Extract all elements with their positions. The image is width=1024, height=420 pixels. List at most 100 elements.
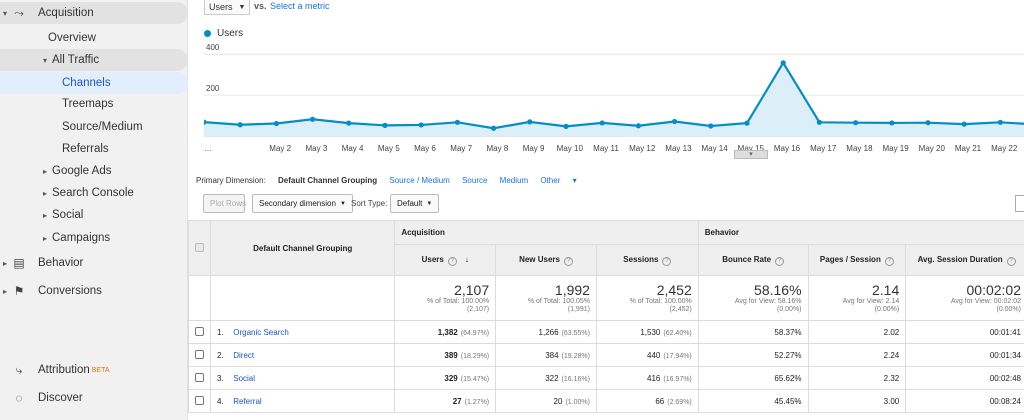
row-checkbox[interactable] xyxy=(195,326,204,336)
row-checkbox[interactable] xyxy=(195,372,204,382)
x-tick-label: May 4 xyxy=(342,144,364,153)
sidebar-item-label: Behavior xyxy=(38,257,84,269)
metric-select[interactable]: Users ▼ xyxy=(204,0,250,15)
sort-type-select[interactable]: Default ▼ xyxy=(390,194,440,213)
bounce-rate-cell: 58.37% xyxy=(697,320,809,344)
col-header-pages-session[interactable]: Pages / Session? xyxy=(807,244,907,276)
col-header-users[interactable]: Users? ↓ xyxy=(394,244,497,276)
col-header-bounce-rate[interactable]: Bounce Rate? xyxy=(697,244,809,276)
data-point xyxy=(708,123,714,129)
users-cell: 1,382 (64.97%) xyxy=(394,320,497,344)
sidebar-item-overview[interactable]: Overview xyxy=(0,27,188,49)
series-area xyxy=(204,62,1024,136)
avg-duration-cell: 00:01:41 xyxy=(905,320,1024,344)
dimension-option-source[interactable]: Source xyxy=(462,176,488,185)
data-point xyxy=(997,119,1004,125)
total-value: 2.14 xyxy=(871,282,900,298)
col-header-new-users[interactable]: New Users? xyxy=(495,244,597,276)
other-label: Other xyxy=(540,176,561,185)
total-sub: (0.00%) xyxy=(996,306,1021,313)
sidebar-item-referrals[interactable]: Referrals xyxy=(0,138,188,160)
users-cell: 389 (18.29%) xyxy=(394,343,497,367)
chart-resize-handle[interactable]: ▾ xyxy=(734,150,768,159)
select-metric-link[interactable]: Select a metric xyxy=(270,1,330,11)
x-tick-label: May 7 xyxy=(450,144,472,153)
secondary-dimension-select[interactable]: Secondary dimension ▼ xyxy=(252,194,353,213)
pages-session-cell: 2.32 xyxy=(807,366,907,390)
row-checkbox[interactable] xyxy=(195,395,204,405)
search-box-edge[interactable] xyxy=(1015,195,1024,212)
channel-link[interactable]: Social xyxy=(233,373,256,383)
table-row: 1. Organic Search 1,382 (64.97%) 1,266 (63… xyxy=(188,320,1024,344)
sidebar-item-source-medium[interactable]: Source/Medium xyxy=(0,116,188,138)
help-icon[interactable]: ? xyxy=(447,256,457,266)
sidebar-item-discover[interactable]: ◌ Discover xyxy=(0,387,188,409)
table-row: 3. Social 329 (15.47%) 322 (16.16%) 416 (16… xyxy=(188,366,1024,390)
primary-dimension-label: Primary Dimension: xyxy=(196,176,266,185)
x-tick-label: May 22 xyxy=(991,144,1018,153)
sort-down-arrow-icon[interactable]: ↓ xyxy=(464,254,469,264)
x-tick-label: May 9 xyxy=(523,144,545,153)
help-icon[interactable]: ? xyxy=(884,256,894,266)
help-icon[interactable]: ? xyxy=(1006,256,1016,266)
sessions-pct: (16.97%) xyxy=(663,375,692,383)
total-bounce-rate: 58.16% Avg for View: 58.16% (0.00%) xyxy=(697,275,809,321)
sidebar-item-label: All Traffic xyxy=(52,54,100,66)
sidebar-item-behavior[interactable]: ▸ ▤ Behavior xyxy=(0,252,188,274)
sidebar-item-social[interactable]: ▸ Social xyxy=(0,204,188,226)
bounce-rate-cell: 65.62% xyxy=(697,366,809,390)
row-checkbox[interactable] xyxy=(195,349,204,359)
y-tick-label: 400 xyxy=(206,44,220,52)
avg-duration-cell: 00:08:24 xyxy=(905,389,1024,413)
sidebar-item-search-console[interactable]: ▸ Search Console xyxy=(0,182,188,204)
sidebar-item-label: Source/Medium xyxy=(62,121,143,133)
sidebar-item-acquisition[interactable]: ▾ ⤳ Acquisition xyxy=(0,2,188,24)
col-header-avg-session-duration[interactable]: Avg. Session Duration? xyxy=(905,244,1024,276)
sidebar-item-google-ads[interactable]: ▸ Google Ads xyxy=(0,160,188,182)
dimension-header[interactable]: Default Channel Grouping xyxy=(209,220,396,276)
sidebar-item-all-traffic[interactable]: ▾ All Traffic xyxy=(0,49,188,71)
plot-rows-button[interactable]: Plot Rows xyxy=(203,194,246,213)
data-point xyxy=(346,120,352,126)
dimension-option-medium[interactable]: Medium xyxy=(499,176,529,185)
channel-link[interactable]: Organic Search xyxy=(233,327,289,337)
new-users-cell: 20 (1.00%) xyxy=(495,389,597,413)
acquisition-group-header: Acquisition xyxy=(394,220,699,245)
sessions-cell: 1,530 (62.40%) xyxy=(595,320,699,344)
dimension-option-source-medium[interactable]: Source / Medium xyxy=(389,176,450,185)
total-sessions: 2,452 % of Total: 100.00% (2,452) xyxy=(595,275,699,321)
metric-select-value: Users xyxy=(209,2,233,12)
channel-link[interactable]: Referral xyxy=(233,396,262,406)
total-value: 00:02:02 xyxy=(966,282,1022,298)
sidebar-item-treemaps[interactable]: Treemaps xyxy=(0,93,188,115)
sidebar-item-channels[interactable]: Channels xyxy=(0,72,188,94)
chevron-right-icon: ▸ xyxy=(42,188,47,198)
x-tick-label: May 12 xyxy=(629,144,656,153)
col-header-label: Bounce Rate xyxy=(722,254,772,264)
total-users: 2,107 % of Total: 100.00% (2,107) xyxy=(394,275,497,321)
row-rank: 2. xyxy=(217,350,224,360)
x-tick-label: May 6 xyxy=(414,144,436,153)
help-icon[interactable]: ? xyxy=(662,256,672,266)
help-icon[interactable]: ? xyxy=(775,256,785,266)
select-all-checkbox[interactable] xyxy=(195,242,204,252)
data-point xyxy=(204,119,207,125)
primary-dimension-selected[interactable]: Default Channel Grouping xyxy=(278,176,378,185)
col-header-sessions[interactable]: Sessions? xyxy=(595,244,699,276)
users-cell: 329 (15.47%) xyxy=(394,366,497,390)
sidebar-item-conversions[interactable]: ▸ ⚑ Conversions xyxy=(0,280,188,302)
col-header-label: Sessions xyxy=(623,254,659,264)
total-sub: (1,991) xyxy=(567,306,590,313)
dimension-option-other[interactable]: Other ▾ xyxy=(540,176,586,185)
sidebar-item-campaigns[interactable]: ▸ Campaigns xyxy=(0,227,188,249)
total-sub: % of Total: 100.00% xyxy=(427,298,490,305)
table-row: 4. Referral 27 (1.27%) 20 (1.00%) 66 (2.69%… xyxy=(188,389,1024,413)
users-pct: (1.27%) xyxy=(464,398,490,406)
help-icon[interactable]: ? xyxy=(564,256,573,266)
vs-label: vs. xyxy=(254,1,267,11)
pages-session-cell: 3.00 xyxy=(807,389,907,413)
users-line-chart[interactable]: 400 200... May 2 May 3 May 4 May 5 May 6 May 7 M… xyxy=(204,44,1024,156)
table-row: 2. Direct 389 (18.29%) 384 (19.28%) 440 (17… xyxy=(188,343,1024,367)
sidebar-item-attribution[interactable]: ⤷ Attribution BETA xyxy=(0,359,188,381)
channel-link[interactable]: Direct xyxy=(233,350,255,360)
